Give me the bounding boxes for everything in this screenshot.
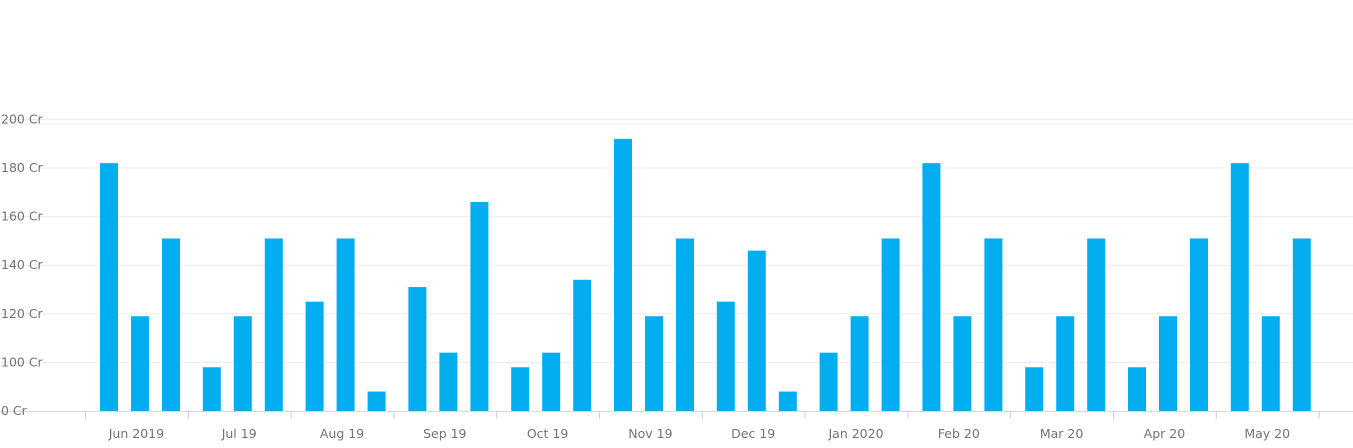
bar[interactable] (676, 238, 694, 411)
bar[interactable] (953, 316, 972, 411)
bar[interactable] (1190, 238, 1208, 411)
bar[interactable] (131, 316, 149, 411)
bar[interactable] (716, 301, 735, 411)
bar[interactable] (542, 352, 561, 411)
x-tick-label: Jan 2020 (827, 426, 883, 441)
bar[interactable] (573, 279, 592, 411)
x-tick-label: Oct 19 (527, 426, 569, 441)
bar[interactable] (233, 316, 252, 411)
y-tick-label: 200 Cr (1, 111, 44, 126)
bar[interactable] (1261, 316, 1280, 411)
bar[interactable] (1230, 163, 1249, 411)
y-tick-label: 120 Cr (1, 306, 44, 321)
bar[interactable] (922, 163, 941, 411)
x-tick-label: Jul 19 (221, 426, 257, 441)
x-tick-label: Mar 20 (1040, 426, 1084, 441)
bar[interactable] (408, 287, 427, 411)
bar[interactable] (162, 238, 180, 411)
bar[interactable] (614, 138, 632, 411)
bar[interactable] (439, 352, 458, 411)
y-tick-label: 140 Cr (1, 257, 44, 272)
bar[interactable] (1056, 316, 1075, 411)
bar[interactable] (819, 352, 838, 411)
bar[interactable] (778, 391, 797, 411)
x-tick-label: Sep 19 (423, 426, 466, 441)
bar[interactable] (850, 316, 869, 411)
bar[interactable] (1159, 316, 1177, 411)
y-axis-tick-labels: 0 Cr 100 Cr 120 Cr 140 Cr 160 Cr 180 Cr 200 Cr (1, 111, 44, 418)
x-axis (0, 411, 1353, 419)
bar[interactable] (511, 367, 530, 411)
y-tick-label: 180 Cr (1, 160, 44, 175)
bar[interactable] (202, 367, 221, 411)
bar[interactable] (1128, 367, 1146, 411)
bar[interactable] (747, 250, 766, 411)
bar[interactable] (1087, 238, 1106, 411)
bar[interactable] (1292, 238, 1311, 411)
x-tick-label: Dec 19 (731, 426, 775, 441)
x-tick-label: Nov 19 (628, 426, 672, 441)
bar[interactable] (336, 238, 355, 411)
y-tick-label: 160 Cr (1, 209, 44, 224)
x-tick-label: Jun 2019 (108, 426, 164, 441)
bar[interactable] (881, 238, 900, 411)
bar[interactable] (100, 163, 118, 411)
bar[interactable] (305, 301, 324, 411)
bar[interactable] (1025, 367, 1044, 411)
x-tick-label: May 20 (1244, 426, 1290, 441)
x-axis-tick-labels: Jun 2019 Jul 19 Aug 19 Sep 19 Oct 19 Nov 19 De… (108, 426, 1290, 441)
bar[interactable] (984, 238, 1003, 411)
y-tick-label: 100 Cr (1, 354, 44, 369)
y-tick-label: 0 Cr (1, 403, 28, 418)
bars (100, 138, 1311, 411)
bar[interactable] (645, 316, 663, 411)
bar[interactable] (367, 391, 386, 411)
x-tick-label: Apr 20 (1144, 426, 1186, 441)
x-tick-label: Aug 19 (320, 426, 364, 441)
bar[interactable] (264, 238, 283, 411)
bar[interactable] (470, 202, 489, 411)
x-tick-label: Feb 20 (938, 426, 980, 441)
